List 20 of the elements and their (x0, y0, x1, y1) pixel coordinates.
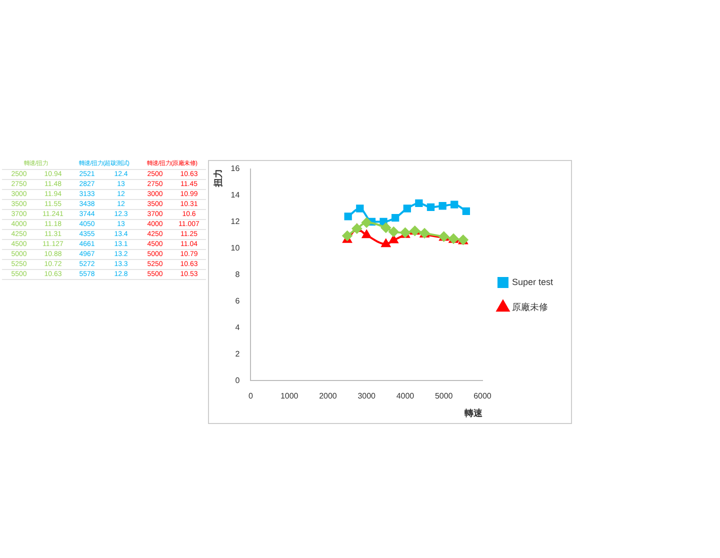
y-tick-label: 16 (230, 164, 240, 174)
y-axis-title: 扭力 (212, 168, 223, 188)
legend-label: Super test (512, 276, 554, 287)
y-tick-label: 8 (235, 270, 240, 279)
y-tick-label: 10 (230, 243, 240, 252)
x-axis-title: 轉速 (463, 408, 484, 418)
x-tick-label: 3000 (358, 392, 376, 401)
y-tick-label: 14 (230, 190, 240, 200)
x-tick-label: 4000 (396, 392, 415, 401)
x-tick-label: 0 (248, 392, 254, 401)
legend-label: 原廠未修 (512, 302, 548, 312)
x-tick-label: 2000 (319, 392, 338, 401)
y-tick-label: 6 (235, 296, 240, 306)
x-tick-label: 5000 (434, 392, 454, 401)
y-tick-label: 2 (235, 349, 240, 358)
x-tick-label: 1000 (280, 392, 299, 401)
x-tick-label: 6000 (474, 392, 492, 401)
y-tick-label: 4 (235, 322, 240, 332)
y-tick-label: 12 (230, 216, 240, 226)
y-tick-label: 0 (235, 376, 240, 385)
